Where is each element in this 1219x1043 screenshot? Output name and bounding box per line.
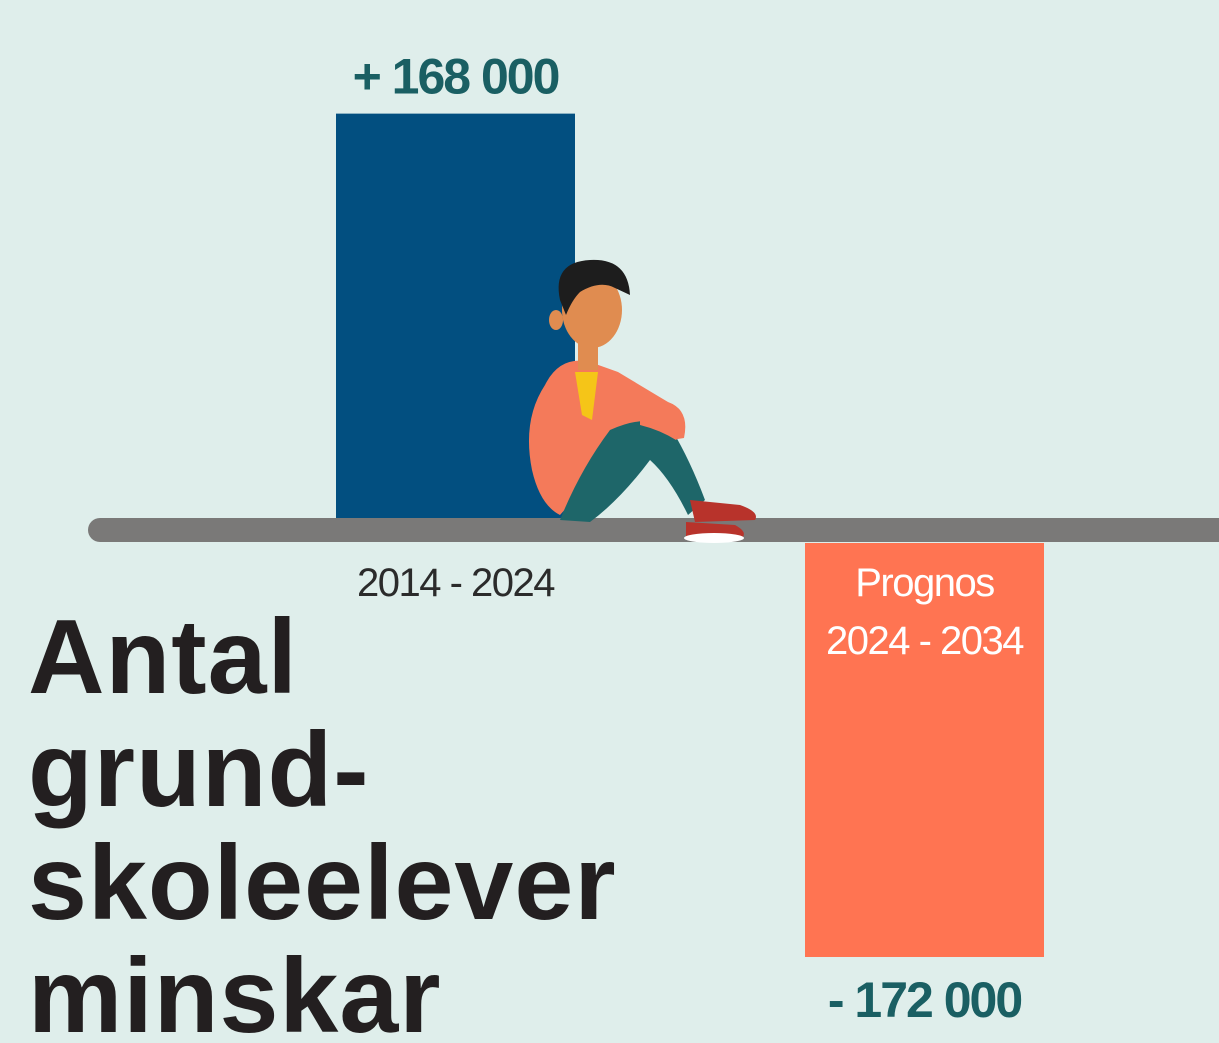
bar: [805, 543, 1044, 957]
value-label: - 172 000: [828, 972, 1021, 1028]
category-label: 2014 - 2024: [357, 561, 555, 605]
value-label: + 168 000: [353, 49, 559, 105]
chart: + 168 0002014 - 2024- 172 000Prognos2024…: [0, 0, 1219, 1043]
page: + 168 0002014 - 2024- 172 000Prognos2024…: [0, 0, 1219, 1043]
illustration: [529, 260, 756, 543]
